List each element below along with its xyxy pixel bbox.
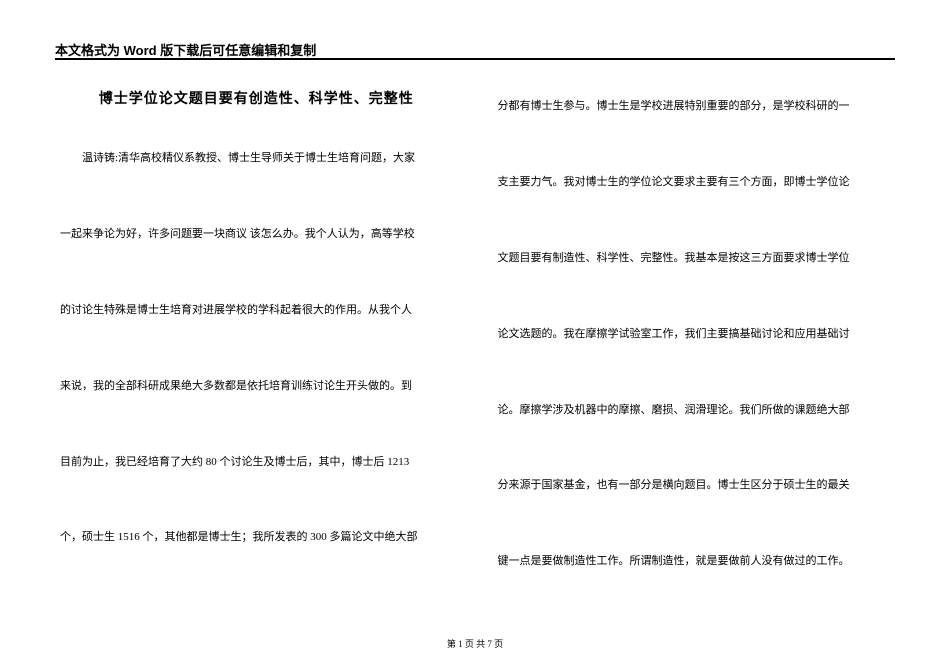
- paragraph: 一起来争论为好，许多问题要一块商议 该怎么办。我个人认为，高等学校: [60, 224, 453, 245]
- paragraph: 文题目要有制造性、科学性、完整性。我基本是按这三方面要求博士学位: [498, 248, 891, 269]
- paragraph: 论文选题的。我在摩擦学试验室工作，我们主要搞基础讨论和应用基础讨: [498, 324, 891, 345]
- paragraph: 个，硕士生 1516 个，其他都是博士生；我所发表的 300 多篇论文中绝大部: [60, 527, 453, 548]
- page-footer: 第 1 页 共 7 页: [0, 637, 950, 650]
- paragraph: 目前为止，我已经培育了大约 80 个讨论生及博士后，其中，博士后 1213: [60, 452, 453, 473]
- left-column: 博士学位论文题目要有创造性、科学性、完整性 温诗铸:清华高校精仪系教授、博士生导…: [60, 88, 453, 627]
- header-notice: 本文格式为 Word 版下载后可任意编辑和复制: [55, 40, 316, 59]
- paragraph: 分来源于国家基金，也有一部分是横向题目。博士生区分于硕士生的最关: [498, 475, 891, 496]
- document-title: 博士学位论文题目要有创造性、科学性、完整性: [60, 88, 453, 108]
- paragraph: 的讨论生特殊是博士生培育对进展学校的学科起着很大的作用。从我个人: [60, 300, 453, 321]
- paragraph: 键一点是要做制造性工作。所谓制造性，就是要做前人没有做过的工作。: [498, 551, 891, 572]
- content-area: 博士学位论文题目要有创造性、科学性、完整性 温诗铸:清华高校精仪系教授、博士生导…: [60, 88, 890, 627]
- paragraph: 来说，我的全部科研成果绝大多数都是依托培育训练讨论生开头做的。到: [60, 376, 453, 397]
- paragraph: 温诗铸:清华高校精仪系教授、博士生导师关于博士生培育问题，大家: [60, 148, 453, 169]
- paragraph: 支主要力气。我对博士生的学位论文要求主要有三个方面，即博士学位论: [498, 172, 891, 193]
- paragraph: 论。摩擦学涉及机器中的摩擦、磨损、润滑理论。我们所做的课题绝大部: [498, 400, 891, 421]
- right-column: 分都有博士生参与。博士生是学校进展特别重要的部分，是学校科研的一 支主要力气。我…: [498, 88, 891, 627]
- header-underline: [55, 58, 895, 60]
- paragraph: 分都有博士生参与。博士生是学校进展特别重要的部分，是学校科研的一: [498, 96, 891, 117]
